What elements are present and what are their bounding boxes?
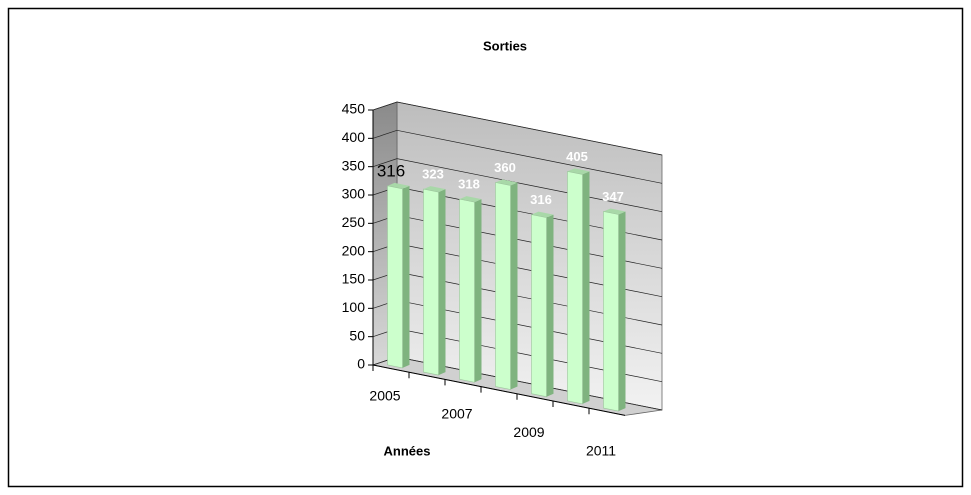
bar xyxy=(423,186,446,376)
bar-side xyxy=(546,214,554,397)
x-axis-title: Années xyxy=(384,443,431,458)
bar-front xyxy=(603,211,619,412)
plot-area: 0 50 100 150 200 250 300 350 400 450 2005 316 323 200… xyxy=(342,101,663,459)
y-tick-label: 0 xyxy=(357,356,365,372)
bar-top xyxy=(603,208,626,215)
bar-front xyxy=(459,198,475,383)
value-label: 347 xyxy=(602,189,624,204)
bar-top xyxy=(459,196,482,203)
y-tick-label: 50 xyxy=(349,327,365,343)
bar-front xyxy=(495,182,511,390)
bar-top xyxy=(387,182,410,189)
y-tick-label: 250 xyxy=(342,214,366,230)
bar xyxy=(531,211,554,398)
bar-top xyxy=(531,211,554,218)
bar xyxy=(459,196,482,383)
bar xyxy=(603,208,626,412)
bar-side xyxy=(438,189,446,376)
chart-title: Sorties xyxy=(483,38,527,53)
value-label: 318 xyxy=(458,177,480,192)
bar xyxy=(387,182,410,369)
y-tick-label: 450 xyxy=(342,101,366,117)
y-tick-label: 150 xyxy=(342,271,366,287)
bar-top xyxy=(423,186,446,193)
bar-front xyxy=(423,188,439,376)
bar-side xyxy=(618,211,626,412)
x-tick-label: 2005 xyxy=(369,387,400,403)
bar-top xyxy=(495,179,518,186)
bar-side xyxy=(474,199,482,383)
value-label: 405 xyxy=(566,149,588,164)
value-label: 316 xyxy=(530,192,552,207)
bar xyxy=(567,168,590,405)
bar-top xyxy=(567,168,590,175)
bar-front xyxy=(567,171,583,405)
bar-side xyxy=(582,171,590,404)
value-label: 323 xyxy=(422,167,444,182)
x-tick-label: 2007 xyxy=(441,406,472,422)
value-label: 316 xyxy=(377,161,405,180)
y-tick-label: 200 xyxy=(342,242,366,258)
y-tick-label: 300 xyxy=(342,186,366,202)
y-tick-label: 400 xyxy=(342,129,366,145)
grid-line xyxy=(372,129,663,184)
x-tick-label: 2009 xyxy=(513,424,544,440)
y-tick-label: 350 xyxy=(342,157,366,173)
grid-line xyxy=(372,101,663,156)
bar-front xyxy=(387,185,403,369)
x-tick-label: 2011 xyxy=(586,443,616,459)
bar-side xyxy=(402,185,410,368)
bar-front xyxy=(531,214,547,398)
bar xyxy=(495,179,518,390)
value-label: 360 xyxy=(494,160,516,175)
bar-side xyxy=(510,182,518,390)
x-axis xyxy=(372,364,626,416)
y-tick-label: 100 xyxy=(342,299,366,315)
